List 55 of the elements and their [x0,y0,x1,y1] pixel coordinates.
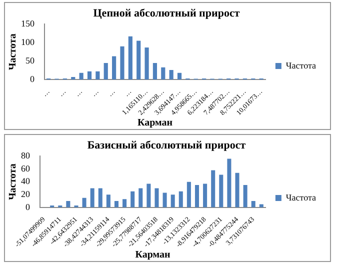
legend-label: Частота [286,192,316,202]
bar [90,188,94,208]
y-tick-label: 0 [26,202,30,212]
bar [161,67,166,80]
bar [87,71,92,80]
bar [106,194,110,208]
y-axis-title: Частота [8,164,19,200]
bar [120,46,124,80]
bar [138,188,143,208]
bar [98,188,102,208]
y-tick-label: 80 [21,150,30,161]
bar [235,172,240,208]
bar [130,191,135,208]
bar [203,184,208,208]
chart-title: Цепной абсолютный прирост [93,7,240,20]
x-axis-title: Карман [137,118,173,129]
legend-label: Частота [286,60,316,70]
y-tick-label: 40 [21,176,30,186]
bar [122,199,127,208]
bar [114,201,118,208]
bar [177,72,182,80]
bar [154,188,159,208]
bar [259,204,264,208]
bar [227,158,232,208]
bar [186,182,191,208]
bar [144,47,149,80]
y-tick-label: 50 [26,55,35,66]
x-axis-title: Карман [135,250,170,261]
bar [152,62,158,80]
y-axis-title: Частота [8,34,19,70]
bar [162,192,167,208]
bar [128,36,132,80]
y-tick-label: 60 [21,163,30,174]
y-tick-label: 150 [21,18,35,29]
bar [112,56,116,80]
bar [66,201,70,208]
bar [146,184,151,208]
y-tick-label: 0 [30,74,35,84]
bar [82,198,86,208]
bar [194,185,200,208]
bar [136,40,141,80]
y-tick-label: 20 [21,188,30,199]
bar [211,170,216,208]
bar [169,70,174,80]
bar [96,71,100,80]
chart-title: Базисный абсолютный прирост [87,139,246,152]
y-tick-label: 100 [21,37,35,48]
bar [219,174,224,208]
bar [251,201,256,208]
bar [79,72,84,80]
bar [243,185,248,208]
bar [71,76,76,80]
bar [178,191,183,208]
bar [170,194,175,208]
bar [104,62,108,80]
